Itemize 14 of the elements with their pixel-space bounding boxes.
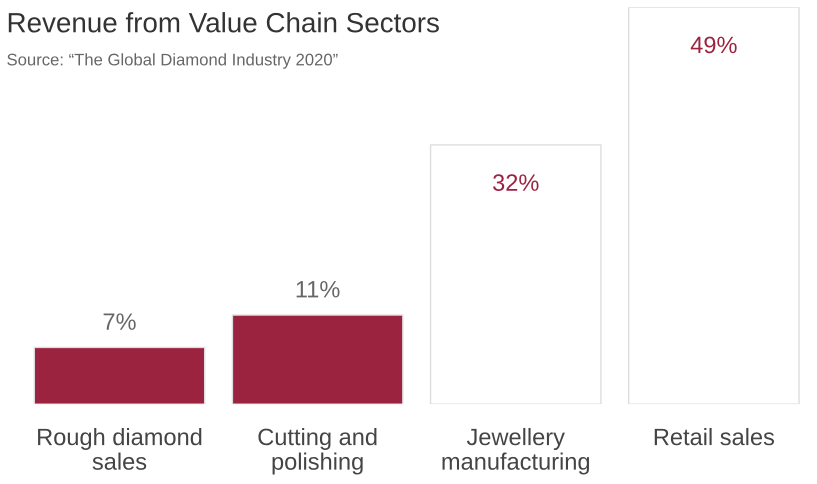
data-label: 11%: [296, 280, 340, 298]
bar: [232, 314, 404, 404]
bar: [430, 144, 602, 404]
bar: [628, 7, 800, 404]
annotation: Source: “The Global Diamond Industry 2020”: [7, 53, 338, 69]
data-label: 32%: [493, 174, 539, 191]
bar: [34, 346, 206, 404]
chart-title: Revenue from Value Chain Sectors: [8, 12, 439, 33]
data-label: 49%: [690, 36, 737, 54]
x-tick-label: Jewellery manufacturing: [442, 428, 590, 475]
x-tick-label: Retail sales: [654, 428, 774, 446]
x-tick-label: Cutting and polishing: [258, 428, 376, 475]
x-tick-label: Rough diamond sales: [38, 428, 202, 470]
data-label: 7%: [104, 313, 136, 330]
